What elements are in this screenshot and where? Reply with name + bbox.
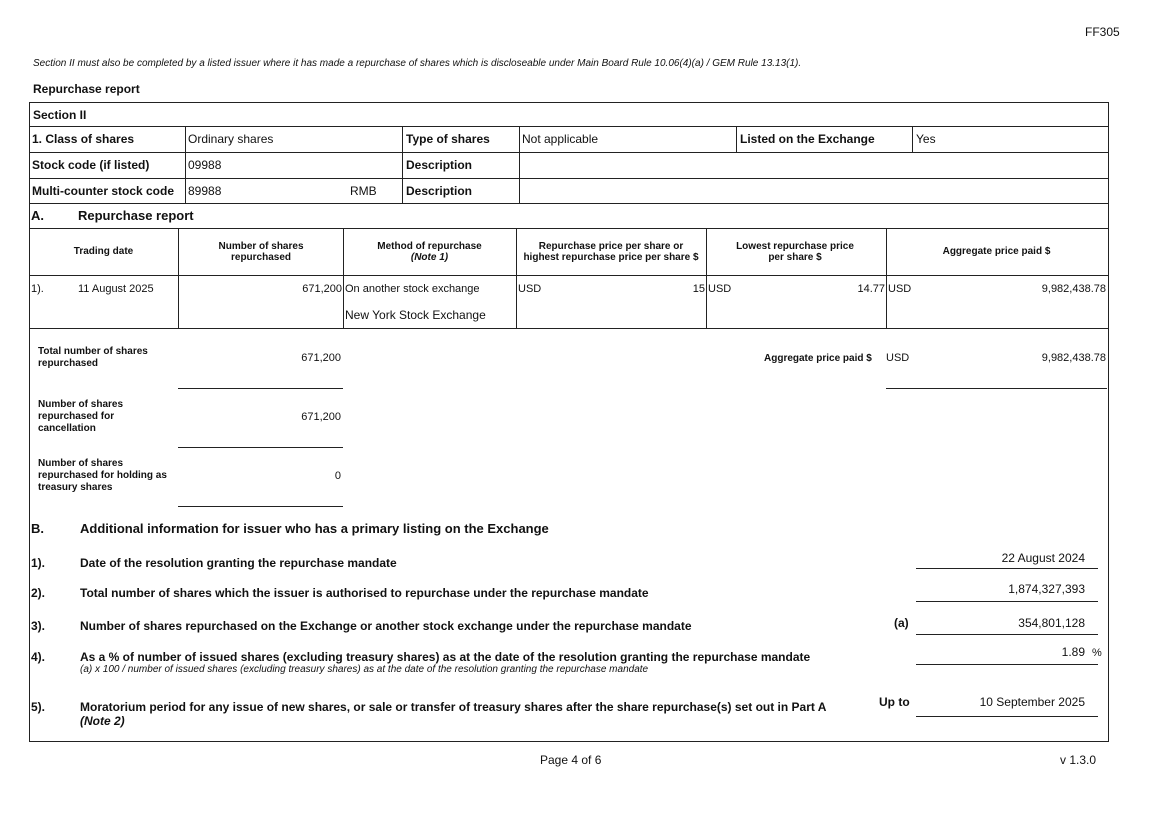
total-value: 671,200 (301, 352, 341, 364)
row-low-currency: USD (708, 283, 732, 295)
b-label: Total number of shares which the issuer … (80, 586, 649, 600)
row-method: On another stock exchange (345, 283, 480, 295)
part-b-letter: B. (31, 521, 44, 536)
page-number: Page 4 of 6 (540, 753, 602, 767)
row-high-currency: USD (518, 283, 542, 295)
header-high-price: Repurchase price per share or highest re… (523, 240, 699, 263)
listed-value: Yes (916, 132, 936, 146)
part-b-title: Additional information for issuer who ha… (80, 521, 549, 536)
b-prefix: Up to (879, 695, 910, 709)
row-agg-currency: USD (888, 283, 912, 295)
b-value: 1.89 (1061, 645, 1085, 659)
b-value: 10 September 2025 (979, 695, 1085, 709)
treasury-value: 0 (334, 470, 341, 482)
row-exchange: New York Stock Exchange (345, 308, 486, 322)
description-label: Description (406, 158, 473, 172)
section-title: Section II (33, 108, 87, 122)
listed-label: Listed on the Exchange (740, 132, 875, 146)
b-label: Date of the resolution granting the repu… (80, 556, 397, 570)
b-value: 1,874,327,393 (1008, 582, 1085, 596)
row-low-price: 14.77 (857, 283, 885, 295)
b-value: 354,801,128 (1018, 616, 1085, 630)
part-a-letter: A. (31, 208, 44, 223)
b-index: 3). (31, 619, 46, 633)
header-method: Method of repurchase (Note 1) (343, 228, 516, 275)
aggregate-value: 9,982,438.78 (1041, 352, 1106, 364)
b-value: 22 August 2024 (1001, 551, 1085, 565)
row-index: 1). (31, 283, 44, 295)
header-trading-date: Trading date (73, 246, 134, 257)
form-code: FF305 (1085, 25, 1120, 39)
aggregate-label: Aggregate price paid $ (764, 353, 872, 364)
b-label: As a % of number of issued shares (exclu… (80, 650, 811, 664)
b-prefix: (a) (894, 616, 909, 630)
b-sub: (Note 2) (80, 714, 125, 728)
type-value: Not applicable (522, 132, 599, 146)
header-method-label: Method of repurchase (377, 240, 482, 252)
b-suffix: % (1092, 647, 1102, 659)
header-method-note: (Note 1) (410, 251, 449, 263)
aggregate-currency: USD (886, 352, 910, 364)
treasury-label: Number of shares repurchased for holding… (38, 458, 167, 493)
b-sub: (a) x 100 / number of issued shares (exc… (80, 664, 649, 675)
section-box (29, 102, 1109, 742)
row-agg-price: 9,982,438.78 (1041, 283, 1106, 295)
b-index: 5). (31, 700, 46, 714)
multi-counter-value: 89988 (188, 184, 222, 198)
cancellation-label: Number of shares repurchased for cancell… (38, 399, 124, 434)
b-label: Moratorium period for any issue of new s… (80, 700, 827, 714)
b-index: 1). (31, 556, 46, 570)
b-index: 4). (31, 650, 46, 664)
report-title: Repurchase report (33, 82, 140, 96)
class-value: Ordinary shares (188, 132, 274, 146)
multi-counter-label: Multi-counter stock code (32, 184, 175, 198)
part-a-title: Repurchase report (78, 208, 194, 223)
multi-counter-currency: RMB (350, 184, 377, 198)
intro-note: Section II must also be completed by a l… (33, 58, 802, 69)
type-label: Type of shares (406, 132, 490, 146)
b-label: Number of shares repurchased on the Exch… (80, 619, 692, 633)
total-label: Total number of shares repurchased (38, 346, 148, 369)
class-label: 1. Class of shares (32, 132, 135, 146)
header-low-price: Lowest repurchase price per share $ (736, 240, 854, 263)
description-label-2: Description (406, 184, 473, 198)
row-high-price: 15 (692, 283, 705, 295)
b-index: 2). (31, 586, 46, 600)
cancellation-value: 671,200 (301, 411, 341, 423)
row-shares: 671,200 (302, 283, 342, 295)
header-shares: Number of shares repurchased (218, 240, 304, 263)
version: v 1.3.0 (1060, 753, 1097, 767)
stock-code-value: 09988 (188, 158, 222, 172)
stock-code-label: Stock code (if listed) (32, 158, 150, 172)
header-aggregate: Aggregate price paid $ (942, 246, 1051, 257)
row-date: 11 August 2025 (78, 283, 154, 295)
